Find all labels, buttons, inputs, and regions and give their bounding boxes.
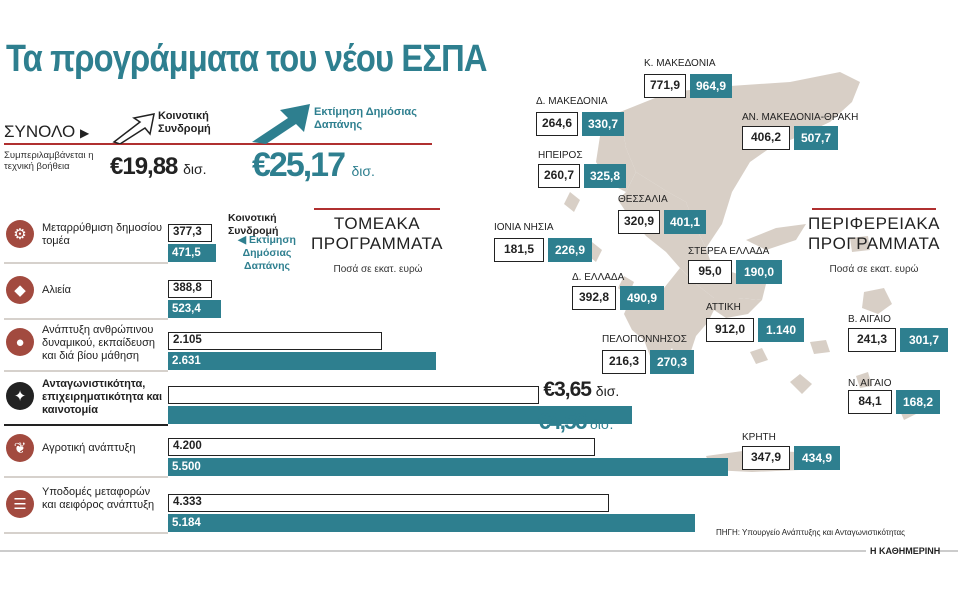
row-separator [4, 532, 168, 534]
region-name: ΘΕΣΣΑΛΙΑ [618, 194, 668, 205]
sectoral-title: ΤΟΜΕΑΚΑ ΠΡΟΓΡΑΜΜΑΤΑ [311, 214, 443, 253]
region-community-value: 392,8 [572, 286, 616, 310]
bar-community: 4.200 [168, 438, 596, 456]
region-name: ΣΤΕΡΕΑ ΕΛΛΑΔΑ [688, 246, 770, 257]
sectoral-title-line [314, 208, 440, 210]
region-name: ΑΝ. ΜΑΚΕΔΟΝΙΑ-ΘΡΑΚΗ [742, 112, 859, 123]
bar-public-label: €4,56 δισ. [538, 408, 614, 434]
region-community-value: 406,2 [742, 126, 790, 150]
bar-community [168, 386, 540, 404]
category-label: Ανταγωνιστικότητα, επιχειρηματικότητα κα… [42, 378, 163, 416]
region-community-value: 84,1 [848, 390, 892, 414]
region-public-value: 190,0 [736, 260, 782, 284]
gear-icon: ⚙ [6, 220, 34, 248]
region-public-value: 964,9 [690, 74, 732, 98]
source-note: ΠΗΓΗ: Υπουργείο Ανάπτυξης και Ανταγωνιστ… [716, 528, 905, 537]
region-community-value: 260,7 [538, 164, 580, 188]
regional-subtitle: Ποσά σε εκατ. ευρώ [829, 264, 919, 275]
bar-community: 2.105 [168, 332, 383, 350]
region-name: Ν. ΑΙΓΑΙΟ [848, 378, 892, 389]
row-separator [4, 476, 168, 478]
region-name: ΙΟΝΙΑ ΝΗΣΙΑ [494, 222, 554, 233]
list-icon: ☰ [6, 490, 34, 518]
region-public-value: 226,9 [548, 238, 592, 262]
region-name: Δ. ΜΑΚΕΔΟΝΙΑ [536, 96, 608, 107]
community-arrow-icon [112, 113, 155, 144]
bar-community: 4.333 [168, 494, 609, 512]
summary-label: ΣΥΝΟΛΟ ▶ [4, 122, 90, 141]
public-label: Εκτίμηση Δημόσιας Δαπάνης [314, 106, 417, 131]
region-community-value: 241,3 [848, 328, 896, 352]
region-name: ΠΕΛΟΠΟΝΝΗΣΟΣ [602, 334, 687, 345]
regional-title: ΠΕΡΙΦΕΡΕΙΑΚΑ ΠΡΟΓΡΑΜΜΑΤΑ [808, 214, 940, 253]
region-name: ΗΠΕΙΡΟΣ [538, 150, 583, 161]
region-public-value: 168,2 [896, 390, 940, 414]
summary-note: Συμπεριλαμβάνεται η τεχνική βοήθεια [4, 150, 94, 172]
category-label: Ανάπτυξη ανθρώπινου δυναμικού, εκπαίδευσ… [42, 324, 155, 362]
region-community-value: 264,6 [536, 112, 578, 136]
community-label: Κοινοτική Συνδρομή [158, 110, 211, 135]
sectoral-subtitle: Ποσά σε εκατ. ευρώ [333, 264, 423, 275]
summary-divider [4, 143, 432, 145]
bar-community: 377,3 [168, 224, 212, 242]
region-public-value: 507,7 [794, 126, 838, 150]
category-label: Αγροτική ανάπτυξη [42, 442, 136, 454]
category-label: Αλιεία [42, 284, 71, 296]
legend-community: Κοινοτική Συνδρομή [228, 212, 279, 237]
community-total: €19,88 δισ. [110, 153, 207, 180]
region-public-value: 325,8 [584, 164, 626, 188]
region-name: Κ. ΜΑΚΕΔΟΝΙΑ [644, 58, 716, 69]
footer-divider [0, 550, 958, 552]
publisher-name: Η ΚΑΘΗΜΕΡΙΝΗ [866, 546, 941, 556]
lightbulb-icon: ✦ [6, 382, 34, 410]
region-name: Δ. ΕΛΛΑΔΑ [572, 272, 625, 283]
people-icon: ● [6, 328, 34, 356]
region-public-value: 301,7 [900, 328, 948, 352]
region-community-value: 95,0 [688, 260, 732, 284]
region-community-value: 771,9 [644, 74, 686, 98]
fish-icon: ◆ [6, 276, 34, 304]
row-separator [4, 370, 168, 372]
region-public-value: 1.140 [758, 318, 804, 342]
region-community-value: 216,3 [602, 350, 646, 374]
regional-title-line [812, 208, 936, 210]
row-separator [4, 262, 168, 264]
region-name: ΚΡΗΤΗ [742, 432, 776, 443]
public-arrow-icon [252, 104, 310, 144]
region-community-value: 320,9 [618, 210, 660, 234]
bar-public: 5.184 [168, 514, 696, 532]
region-public-value: 434,9 [794, 446, 840, 470]
bar-public: 523,4 [168, 300, 222, 318]
row-separator [4, 318, 168, 320]
leaf-icon: ❦ [6, 434, 34, 462]
bar-community-label: €3,65 δισ. [543, 378, 620, 401]
region-name: ΑΤΤΙΚΗ [706, 302, 741, 313]
region-community-value: 181,5 [494, 238, 544, 262]
bar-community: 388,8 [168, 280, 212, 298]
page-title: Τα προγράμματα του νέου ΕΣΠΑ [6, 38, 487, 80]
category-label: Μεταρρύθμιση δημοσίου τομέα [42, 222, 163, 247]
legend-public: ◀ Εκτίμηση Δημόσιας Δαπάνης [238, 234, 296, 272]
bar-public: 5.500 [168, 458, 728, 476]
row-separator [4, 424, 168, 426]
bar-public: 471,5 [168, 244, 216, 262]
region-public-value: 330,7 [582, 112, 624, 136]
region-public-value: 401,1 [664, 210, 706, 234]
region-public-value: 490,9 [620, 286, 664, 310]
public-total: €25,17 δισ. [252, 146, 375, 184]
region-community-value: 347,9 [742, 446, 790, 470]
category-label: Υποδομές μεταφορών και αειφόρος ανάπτυξη [42, 486, 155, 511]
region-public-value: 270,3 [650, 350, 694, 374]
bar-public [168, 406, 632, 424]
region-community-value: 912,0 [706, 318, 754, 342]
region-name: Β. ΑΙΓΑΙΟ [848, 314, 891, 325]
bar-public: 2.631 [168, 352, 436, 370]
